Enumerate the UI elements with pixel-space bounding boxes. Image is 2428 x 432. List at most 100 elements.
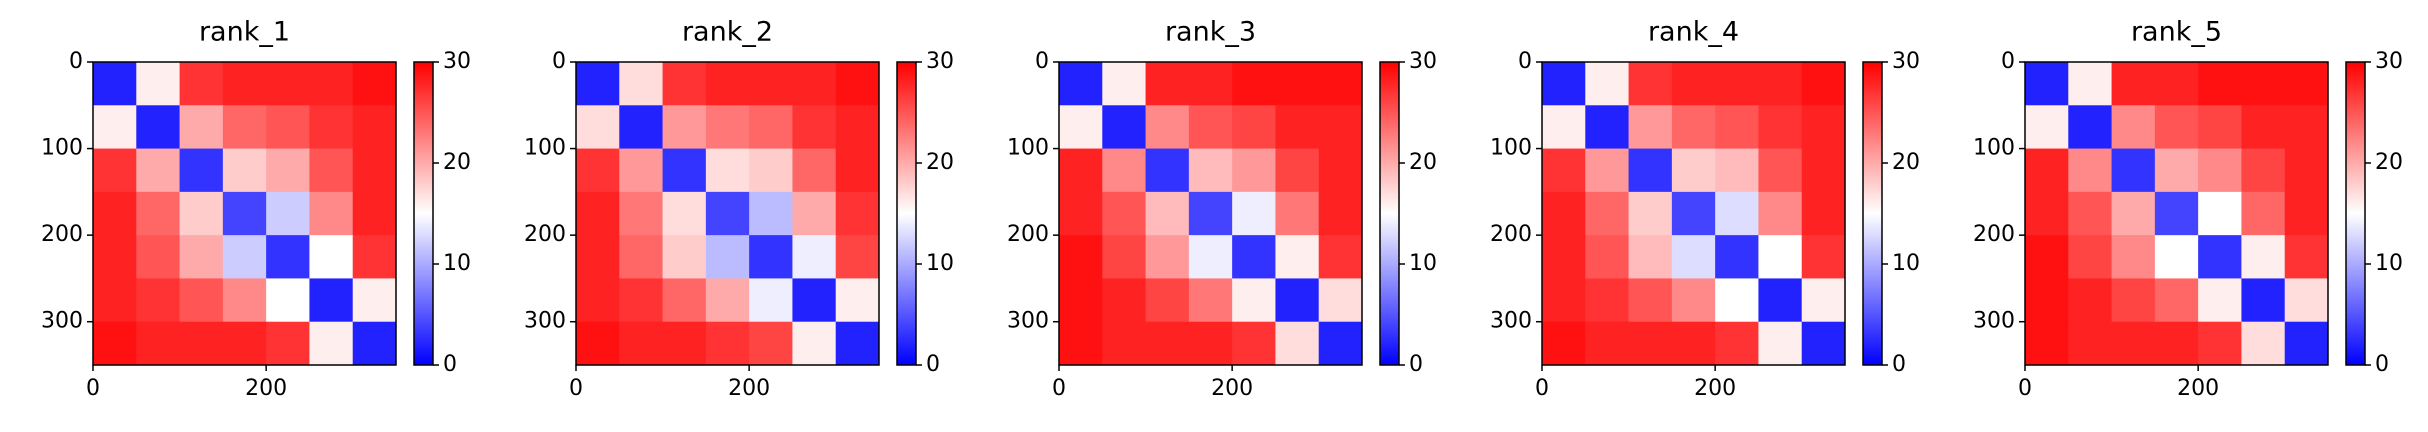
heatmap-cell	[1145, 278, 1190, 323]
heatmap-cell	[1232, 235, 1276, 279]
y-tick-label: 300	[1490, 309, 1532, 334]
heatmap-cell	[1318, 148, 1363, 193]
heatmap-cell	[1275, 62, 1320, 106]
x-tick-label: 0	[569, 376, 583, 401]
heatmap-cell	[1801, 148, 1846, 193]
x-tick-label: 200	[245, 376, 287, 401]
heatmap-cell	[1275, 321, 1320, 366]
heatmap-cell	[2284, 62, 2329, 106]
heatmap-cell	[835, 148, 880, 193]
heatmap-cell	[222, 148, 267, 193]
colorbar-tick-label: 10	[926, 251, 954, 276]
heatmap-cell	[1059, 148, 1103, 193]
x-tick-label: 200	[1694, 376, 1736, 401]
heatmap-cell	[1671, 235, 1716, 279]
heatmap-cell	[749, 62, 793, 106]
colorbar	[413, 61, 434, 366]
heatmap-cell	[1102, 148, 1147, 193]
heatmap-cell	[792, 278, 837, 323]
heatmap-cell	[93, 191, 137, 236]
heatmap-cell	[1542, 235, 1586, 279]
heatmap-cell	[1671, 105, 1716, 150]
y-tick-label: 300	[524, 309, 566, 334]
heatmap-cell	[1275, 235, 1320, 279]
heatmap-cell	[309, 148, 354, 193]
heatmap-cell	[1585, 278, 1630, 323]
heatmap-cell	[1102, 278, 1147, 323]
heatmap-cell	[792, 321, 837, 366]
plot-frame	[575, 61, 880, 366]
heatmap-cell	[1145, 62, 1190, 106]
chart-title: rank_1	[199, 17, 290, 48]
plot-frame	[1541, 61, 1846, 366]
heatmap-cell	[662, 105, 707, 150]
heatmap-cell	[1801, 235, 1846, 279]
heatmap-cell	[1145, 321, 1190, 366]
heatmap-cell	[2241, 148, 2286, 193]
heatmap-cell	[1542, 191, 1586, 236]
heatmap-cell	[1715, 148, 1759, 193]
heatmap-cell	[1628, 105, 1673, 150]
heatmap-cell	[1542, 105, 1586, 150]
heatmap-cell	[179, 321, 224, 366]
heatmap-cell	[1585, 321, 1630, 366]
heatmap-cell	[1801, 105, 1846, 150]
colorbar	[1862, 61, 1883, 366]
y-tick-label: 0	[1518, 49, 1532, 74]
heatmap-cell	[2241, 321, 2286, 366]
heatmap-cell	[1188, 321, 1233, 366]
heatmap-cell	[576, 105, 620, 150]
heatmap-cell	[222, 278, 267, 323]
heatmap-cell	[2025, 235, 2069, 279]
heatmap-cell	[1715, 235, 1759, 279]
heatmap-cell	[749, 235, 793, 279]
heatmap-cell	[93, 148, 137, 193]
heatmap-cell	[179, 105, 224, 150]
heatmap-cell	[2284, 191, 2329, 236]
heatmap-cell	[1671, 321, 1716, 366]
heatmap-cell	[136, 235, 181, 279]
heatmap-cell	[2068, 278, 2113, 323]
heatmap-cell	[2198, 62, 2242, 106]
heatmap-cell	[1628, 321, 1673, 366]
heatmap-cell	[179, 278, 224, 323]
heatmap-cell	[619, 321, 664, 366]
heatmap-cell	[1275, 148, 1320, 193]
x-tick-label: 200	[2177, 376, 2219, 401]
chart-title: rank_2	[682, 17, 773, 48]
heatmap-cell	[749, 321, 793, 366]
heatmap-cell	[2284, 148, 2329, 193]
heatmap-cell	[1758, 321, 1803, 366]
heatmap-cell	[1188, 278, 1233, 323]
heatmap-cell	[705, 278, 750, 323]
heatmap-cell	[2025, 148, 2069, 193]
heatmap-cell	[309, 191, 354, 236]
y-tick-label: 100	[41, 136, 83, 161]
heatmap-cell	[662, 62, 707, 106]
heatmap-cell	[179, 62, 224, 106]
heatmap-cell	[136, 321, 181, 366]
y-tick-label: 0	[69, 49, 83, 74]
heatmap-cell	[1801, 278, 1846, 323]
heatmap-cell	[1715, 191, 1759, 236]
heatmap-cell	[1585, 191, 1630, 236]
y-tick-label: 200	[524, 222, 566, 247]
heatmap-cell	[1671, 191, 1716, 236]
heatmap-cell	[1102, 191, 1147, 236]
heatmap-cell	[1145, 235, 1190, 279]
heatmap-cell	[1188, 62, 1233, 106]
heatmap-cell	[749, 148, 793, 193]
heatmap-cell	[2198, 321, 2242, 366]
heatmap-cell	[576, 148, 620, 193]
heatmap-cell	[1758, 148, 1803, 193]
y-tick-label: 100	[1007, 136, 1049, 161]
heatmap-cell	[2111, 105, 2156, 150]
heatmap-cell	[662, 235, 707, 279]
heatmap-cell	[309, 278, 354, 323]
heatmap-cell	[93, 321, 137, 366]
heatmap-cell	[1628, 191, 1673, 236]
x-tick-label: 0	[2018, 376, 2032, 401]
heatmap-cell	[2111, 191, 2156, 236]
y-tick-label: 300	[1007, 309, 1049, 334]
x-tick-label: 200	[1211, 376, 1253, 401]
